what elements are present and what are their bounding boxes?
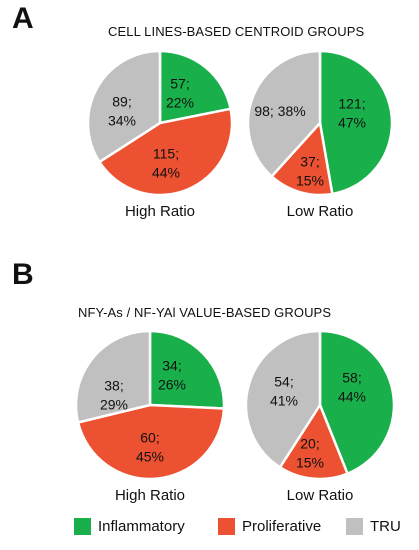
legend-swatch-proliferative — [218, 518, 235, 535]
pie-4-slice-inflammatory — [318, 329, 396, 476]
pie-1-label-tru: 89; 34% — [108, 94, 136, 129]
pie-2-label-inflammatory: 121; 47% — [338, 96, 366, 131]
legend-label-inflammatory: Inflammatory — [98, 518, 185, 535]
pie-3-label-tru: 38; 29% — [100, 378, 128, 413]
pie-1-label-inflammatory: 57; 22% — [166, 76, 194, 111]
legend-label-tru: TRU — [370, 518, 401, 535]
panel-letter-a: A — [12, 2, 34, 35]
pie-4-slice-proliferative — [278, 402, 350, 481]
pie-3-slice-proliferative — [76, 403, 226, 481]
pie-4-slice-tru — [244, 329, 322, 469]
pie-2-slice-inflammatory — [318, 49, 394, 196]
pie-2-slice-tru — [246, 49, 322, 179]
panel-letter-b: B — [12, 258, 34, 291]
legend: Inflammatory Proliferative TRU — [0, 518, 419, 546]
legend-swatch-tru — [346, 518, 363, 535]
pie-3-slice-inflammatory — [148, 329, 226, 410]
panel-title-b: NFY-As / NF-YAl VALUE-BASED GROUPS — [78, 305, 332, 320]
pie-3-slice-tru — [74, 329, 152, 424]
legend-item-tru: TRU — [346, 518, 401, 535]
pie-2-label-tru: 98; 38% — [254, 103, 305, 119]
pie-2-label-proliferative: 37; 15% — [296, 154, 324, 189]
pie-4-label-proliferative: 20; 15% — [296, 436, 324, 471]
pie-1-title: High Ratio — [125, 203, 195, 220]
pie-1-slice-inflammatory — [158, 49, 233, 125]
pie-1-slice-tru — [86, 49, 162, 164]
pie-4-title: Low Ratio — [287, 487, 354, 504]
pie-3-label-proliferative: 60; 45% — [136, 430, 164, 465]
pie-1-label-proliferative: 115; 44% — [152, 146, 180, 181]
pie-4-label-tru: 54; 41% — [270, 374, 298, 409]
legend-item-inflammatory: Inflammatory — [74, 518, 185, 535]
pie-4-label-inflammatory: 58; 44% — [338, 370, 366, 405]
pie-2-slice-proliferative — [269, 120, 334, 197]
legend-swatch-inflammatory — [74, 518, 91, 535]
panel-title-a: CELL LINES-BASED CENTROID GROUPS — [108, 24, 365, 39]
pie-2-title: Low Ratio — [287, 203, 354, 220]
pie-3-label-inflammatory: 34; 26% — [158, 358, 186, 393]
pie-1-slice-proliferative — [97, 107, 234, 197]
legend-item-proliferative: Proliferative — [218, 518, 321, 535]
pie-3-title: High Ratio — [115, 487, 185, 504]
legend-label-proliferative: Proliferative — [242, 518, 322, 535]
